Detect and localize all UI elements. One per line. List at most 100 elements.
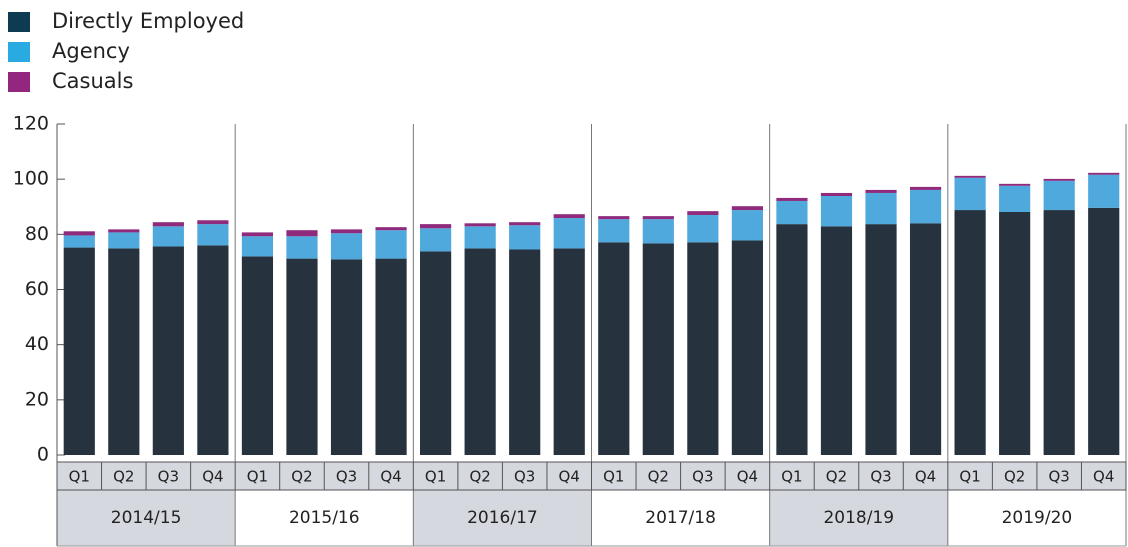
bar-segment: [954, 175, 986, 178]
bar-segment: [909, 189, 942, 224]
x-tick-label: Q1: [425, 468, 446, 486]
bar-segment: [197, 220, 229, 225]
bar-segment: [731, 240, 763, 455]
bar-segment: [999, 185, 1031, 212]
bar-segment: [865, 224, 897, 455]
bar-segment: [776, 224, 808, 455]
x-tick-label: Q1: [69, 468, 90, 486]
bar-segment: [63, 235, 95, 248]
bar-segment: [63, 231, 95, 236]
y-tick-label: 20: [25, 388, 49, 410]
x-tick-label: Q4: [559, 468, 580, 486]
bar-segment: [776, 197, 808, 201]
bar-segment: [420, 224, 452, 229]
bar-segment: [286, 236, 318, 259]
x-tick-label: Q2: [469, 468, 490, 486]
bar-segment: [598, 242, 630, 455]
x-tick-label: Q1: [603, 468, 624, 486]
bar-segment: [464, 226, 496, 249]
group-bg: [769, 490, 948, 546]
bar-segment: [420, 251, 452, 455]
bar-segment: [509, 249, 541, 455]
group-label: 2017/18: [645, 508, 716, 528]
bar-segment: [553, 248, 585, 455]
bar-segment: [553, 218, 585, 249]
bar-segment: [909, 186, 942, 190]
bar-segment: [152, 222, 184, 227]
bar-segment: [63, 247, 95, 455]
bar-segment: [1043, 178, 1075, 181]
x-tick-label: Q1: [247, 468, 268, 486]
y-tick-label: 120: [13, 113, 49, 135]
bar-segment: [598, 219, 630, 243]
bar-segment: [241, 236, 274, 257]
bar-segment: [1043, 180, 1075, 211]
group-label: 2015/16: [289, 508, 360, 528]
bar-segment: [642, 219, 674, 244]
bar-segment: [954, 177, 986, 211]
bar-segment: [375, 258, 407, 455]
y-tick-label: 40: [25, 333, 49, 355]
bar-segment: [731, 206, 763, 211]
bar-segment: [865, 189, 897, 193]
bar-segment: [687, 211, 719, 216]
bar-segment: [420, 228, 452, 252]
y-tick-label: 60: [25, 278, 49, 300]
bar-segment: [108, 229, 140, 233]
x-tick-label: Q2: [113, 468, 134, 486]
bar-segment: [865, 192, 897, 225]
group-label: 2016/17: [467, 508, 538, 528]
bar-segment: [820, 195, 853, 227]
x-tick-label: Q2: [826, 468, 847, 486]
bar-segment: [464, 248, 496, 455]
bar-segment: [152, 246, 184, 455]
group-label: 2018/19: [823, 508, 894, 528]
bar-segment: [731, 210, 763, 241]
bar-segment: [464, 223, 496, 227]
bar-segment: [286, 230, 318, 237]
group-bg: [57, 490, 236, 546]
x-tick-label: Q3: [870, 468, 891, 486]
bar-segment: [954, 210, 986, 455]
x-tick-label: Q1: [959, 468, 980, 486]
x-tick-label: Q2: [291, 468, 312, 486]
bar-segment: [820, 192, 853, 196]
y-tick-label: 0: [37, 444, 49, 466]
bar-segment: [776, 200, 808, 225]
bar-segment: [330, 259, 363, 455]
bar-segment: [197, 245, 229, 455]
bar-segment: [375, 230, 407, 259]
bar-segment: [999, 211, 1031, 455]
bar-segment: [108, 248, 140, 455]
legend-swatch: [8, 72, 30, 92]
x-tick-label: Q4: [737, 468, 758, 486]
bar-segment: [1088, 172, 1120, 175]
x-tick-label: Q4: [202, 468, 223, 486]
bar-segment: [330, 229, 363, 234]
x-tick-label: Q4: [1093, 468, 1114, 486]
x-tick-label: Q1: [781, 468, 802, 486]
x-tick-label: Q2: [1004, 468, 1025, 486]
bar-segment: [286, 258, 318, 455]
bar-segment: [642, 243, 674, 455]
bar-segment: [1088, 174, 1120, 208]
bar-segment: [1043, 210, 1075, 455]
bar-segment: [152, 226, 184, 247]
group-bg: [413, 490, 592, 546]
bar-segment: [909, 223, 942, 455]
bar-segment: [687, 215, 719, 243]
x-tick-label: Q4: [380, 468, 401, 486]
bar-segment: [999, 183, 1031, 186]
x-tick-label: Q3: [692, 468, 713, 486]
bar-segment: [330, 233, 363, 260]
bar-segment: [509, 222, 541, 226]
bar-segment: [820, 226, 853, 455]
legend-label: Directly Employed: [52, 9, 244, 33]
bar-segment: [553, 214, 585, 219]
group-label: 2019/20: [1002, 508, 1073, 528]
bar-segment: [687, 242, 719, 455]
legend-swatch: [8, 12, 30, 32]
bar-segment: [375, 227, 407, 231]
bar-segment: [241, 232, 274, 237]
